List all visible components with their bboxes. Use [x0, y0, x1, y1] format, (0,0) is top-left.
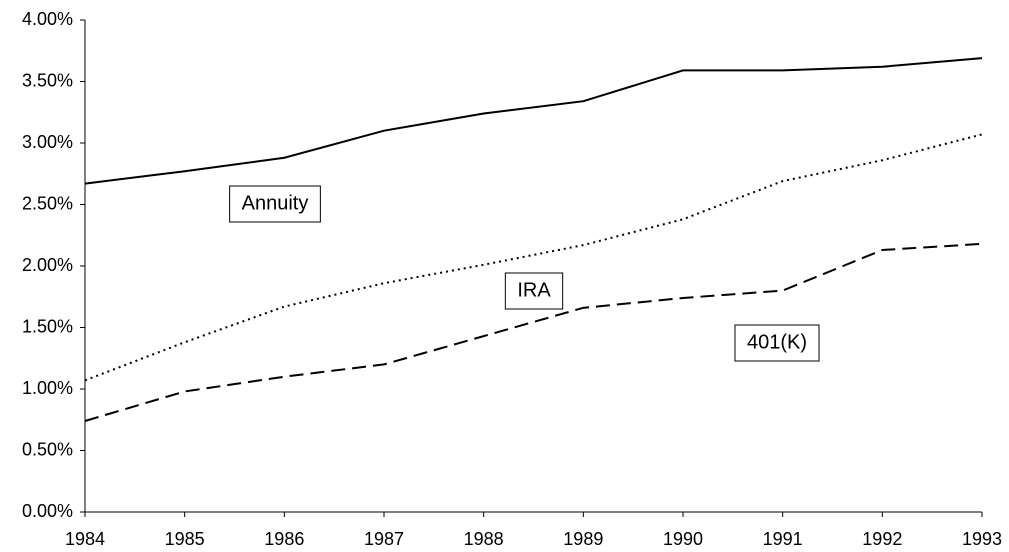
y-tick-label: 1.00% — [22, 378, 73, 398]
series-line — [84, 57, 983, 185]
y-tick-label: 3.50% — [22, 70, 73, 90]
series-label-box — [734, 324, 820, 362]
x-tick-label: 1991 — [763, 529, 803, 549]
series-label-box — [229, 185, 321, 223]
x-tick-label: 1993 — [962, 529, 1002, 549]
x-tick-label: 1992 — [862, 529, 902, 549]
y-tick-label: 2.50% — [22, 193, 73, 213]
y-tick-label: 2.00% — [22, 255, 73, 275]
x-tick-label: 1990 — [663, 529, 703, 549]
x-tick-label: 1986 — [264, 529, 304, 549]
series-label: IRA — [517, 279, 551, 301]
series-label: 401(K) — [747, 331, 807, 353]
series-label: Annuity — [242, 192, 309, 214]
y-tick-label: 1.50% — [22, 316, 73, 336]
x-tick-label: 1987 — [364, 529, 404, 549]
x-tick-label: 1985 — [165, 529, 205, 549]
series-line — [84, 242, 983, 422]
series-label-box — [504, 272, 564, 310]
x-tick-label: 1989 — [563, 529, 603, 549]
series-line — [84, 133, 983, 382]
y-tick-label: 4.00% — [22, 9, 73, 29]
x-tick-label: 1984 — [65, 529, 105, 549]
x-tick-label: 1988 — [464, 529, 504, 549]
y-tick-label: 3.00% — [22, 132, 73, 152]
y-tick-label: 0.00% — [22, 501, 73, 521]
y-tick-label: 0.50% — [22, 439, 73, 459]
